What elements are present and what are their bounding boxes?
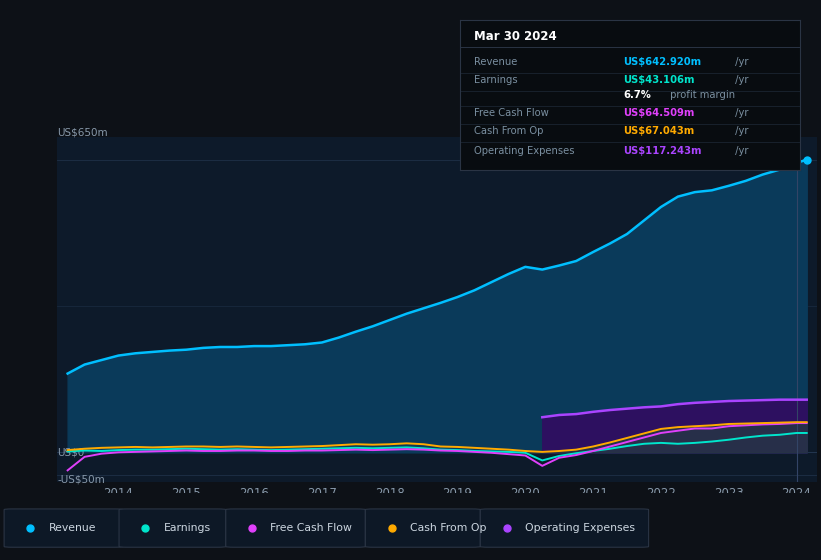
Text: Operating Expenses: Operating Expenses <box>474 146 574 156</box>
Text: Earnings: Earnings <box>474 75 517 85</box>
Text: US$0: US$0 <box>57 447 85 458</box>
Text: Revenue: Revenue <box>474 57 517 67</box>
Text: US$117.243m: US$117.243m <box>623 146 702 156</box>
Text: /yr: /yr <box>732 75 749 85</box>
Text: /yr: /yr <box>732 126 749 136</box>
Text: US$64.509m: US$64.509m <box>623 108 695 118</box>
FancyBboxPatch shape <box>119 509 226 547</box>
Text: Earnings: Earnings <box>163 523 210 533</box>
Text: /yr: /yr <box>732 108 749 118</box>
Text: /yr: /yr <box>732 57 749 67</box>
Text: US$642.920m: US$642.920m <box>623 57 701 67</box>
Text: Operating Expenses: Operating Expenses <box>525 523 635 533</box>
Text: Free Cash Flow: Free Cash Flow <box>270 523 352 533</box>
Text: Revenue: Revenue <box>48 523 96 533</box>
Text: Mar 30 2024: Mar 30 2024 <box>474 30 557 44</box>
Text: /yr: /yr <box>732 146 749 156</box>
FancyBboxPatch shape <box>480 509 649 547</box>
Text: profit margin: profit margin <box>667 90 736 100</box>
Text: Cash From Op: Cash From Op <box>410 523 486 533</box>
Text: US$43.106m: US$43.106m <box>623 75 695 85</box>
Text: US$650m: US$650m <box>57 127 108 137</box>
Text: US$67.043m: US$67.043m <box>623 126 695 136</box>
Text: Cash From Op: Cash From Op <box>474 126 543 136</box>
Text: -US$50m: -US$50m <box>57 475 105 485</box>
Text: Free Cash Flow: Free Cash Flow <box>474 108 548 118</box>
Text: 6.7%: 6.7% <box>623 90 651 100</box>
FancyBboxPatch shape <box>4 509 123 547</box>
FancyBboxPatch shape <box>365 509 480 547</box>
FancyBboxPatch shape <box>226 509 365 547</box>
